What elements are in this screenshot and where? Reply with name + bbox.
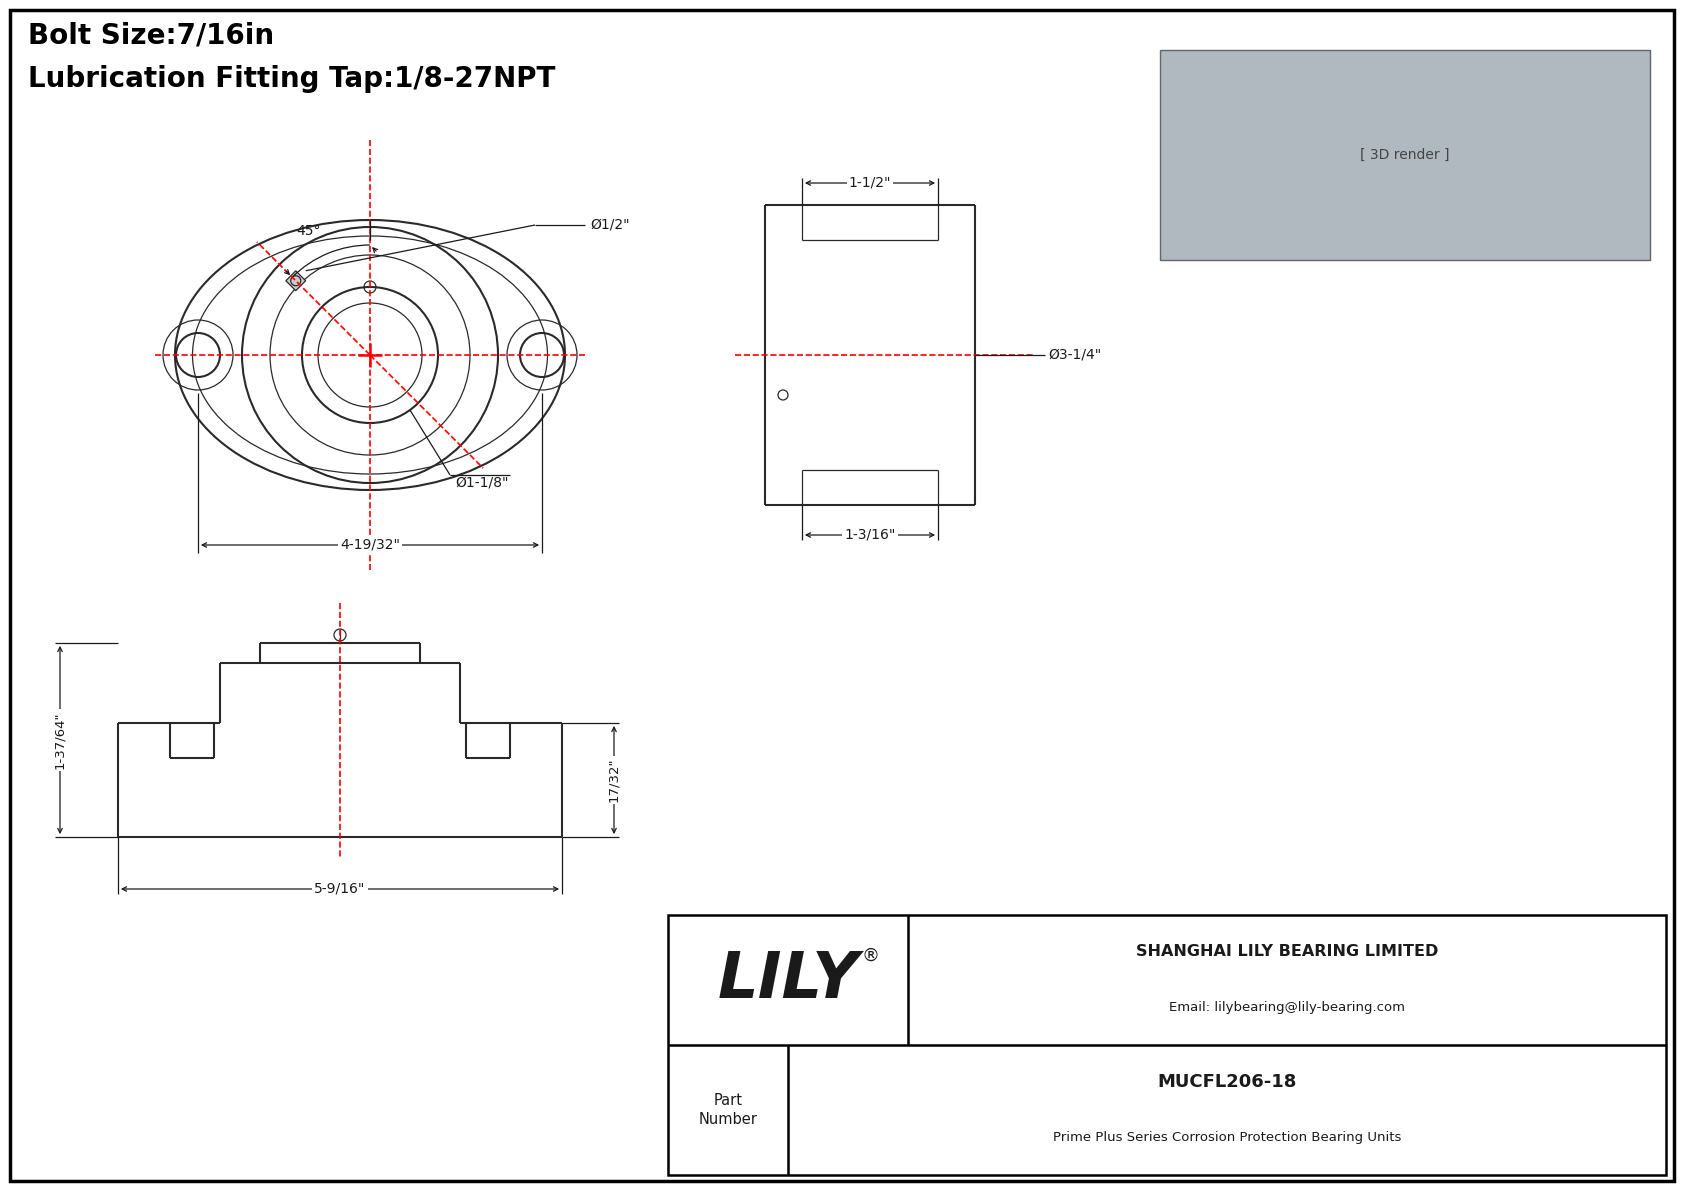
Text: ®: ® [861,947,879,965]
Bar [286,270,306,291]
Text: Email: lilybearing@lily-bearing.com: Email: lilybearing@lily-bearing.com [1169,1000,1404,1014]
Text: 4-19/32": 4-19/32" [340,538,401,551]
Bar [1160,50,1650,260]
Text: Part
Number: Part Number [699,1092,758,1128]
Text: 1-1/2": 1-1/2" [849,176,891,191]
Text: SHANGHAI LILY BEARING LIMITED: SHANGHAI LILY BEARING LIMITED [1135,944,1438,960]
Text: 17/32": 17/32" [608,757,620,803]
Text: Lubrication Fitting Tap:1/8-27NPT: Lubrication Fitting Tap:1/8-27NPT [29,66,556,93]
Text: [ 3D render ]: [ 3D render ] [1361,148,1450,162]
Text: 5-9/16": 5-9/16" [315,883,365,896]
Bar [669,915,1665,1176]
Text: Ø1-1/8": Ø1-1/8" [455,475,509,490]
Text: 45°: 45° [296,224,322,238]
Text: MUCFL206-18: MUCFL206-18 [1157,1073,1297,1091]
Text: 1-3/16": 1-3/16" [844,528,896,542]
Text: Bolt Size:7/16in: Bolt Size:7/16in [29,21,274,50]
Text: 1-37/64": 1-37/64" [54,711,66,768]
Text: Prime Plus Series Corrosion Protection Bearing Units: Prime Plus Series Corrosion Protection B… [1052,1130,1401,1143]
Text: Ø1/2": Ø1/2" [589,218,630,232]
Text: LILY: LILY [717,949,859,1011]
Text: Ø3-1/4": Ø3-1/4" [1047,348,1101,362]
